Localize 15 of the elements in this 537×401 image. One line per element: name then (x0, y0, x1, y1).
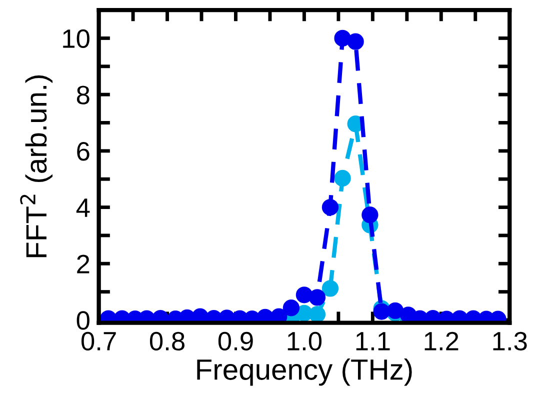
x-tick-label: 1.3 (493, 332, 527, 351)
y-tick-label: 2 (77, 254, 90, 274)
x-axis-title: Frequency (THz) (197, 358, 412, 386)
y-tick-label: 0 (76, 311, 90, 330)
y-tick-label: 6 (77, 142, 90, 161)
x-tick-label: 1.0 (288, 332, 322, 351)
y-axis-title: FFT$^{2}$ (arb.un.) (20, 75, 52, 258)
x-tick-label: 0.8 (150, 332, 184, 351)
y-tick-label: 8 (76, 86, 90, 104)
y-tick-label: 4 (76, 198, 90, 217)
x-tick-label: 1.1 (356, 332, 390, 350)
y-tick-label: 10 (63, 29, 90, 48)
x-tick-label: 0.7 (82, 332, 116, 351)
x-tick-label: 0.9 (218, 332, 253, 351)
x-tick-label: 1.2 (424, 332, 458, 350)
